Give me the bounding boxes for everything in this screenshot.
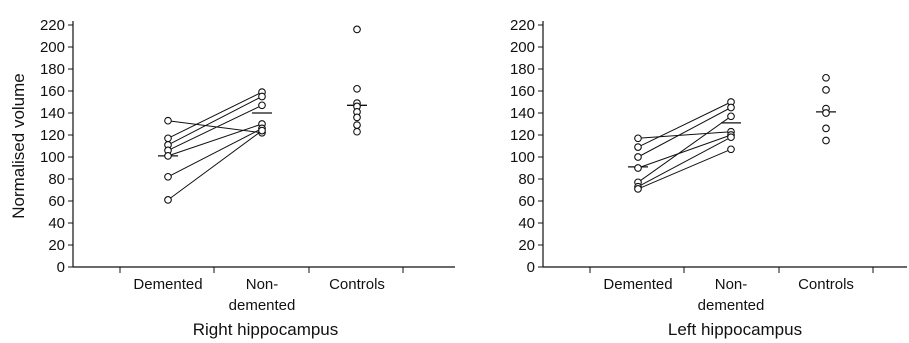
- right-category-label: Controls: [329, 276, 385, 293]
- right-y-tick-label: 60: [48, 193, 65, 210]
- right-point-control: [353, 121, 361, 129]
- left-pair-line: [637, 115, 732, 183]
- left-y-tick-label: 40: [518, 215, 535, 232]
- right-pair-line: [167, 130, 263, 201]
- left-point-control: [822, 136, 830, 145]
- left-pair-line: [637, 136, 732, 188]
- right-point-nondemented: [258, 101, 266, 110]
- left-y-tick-label: 0: [527, 259, 535, 276]
- left-y-tick-label: 140: [510, 105, 535, 122]
- right-point-demented: [164, 116, 172, 125]
- left-y-tick-label: 60: [518, 193, 535, 210]
- left-point-nondemented: [727, 112, 735, 121]
- left-pair-line: [637, 134, 732, 169]
- left-panel-title: Left hippocampus: [668, 320, 802, 339]
- left-pair-line: [637, 148, 732, 190]
- left-pair-line: [637, 101, 732, 148]
- left-category-label: Non-: [715, 276, 748, 293]
- right-point-control: [353, 127, 361, 136]
- right-y-axis-label: Normalised volume: [9, 73, 28, 219]
- left-point-control: [822, 86, 830, 94]
- right-pair-line: [167, 127, 263, 178]
- right-y-tick-label: 220: [40, 17, 65, 34]
- right-point-demented: [164, 172, 172, 181]
- right-panel-title: Right hippocampus: [193, 320, 339, 339]
- left-y-tick-label: 160: [510, 83, 535, 100]
- right-y-tick-label: 80: [48, 171, 65, 188]
- right-y-tick-label: 100: [40, 149, 65, 166]
- left-y-tick-label: 180: [510, 61, 535, 78]
- right-point-nondemented: [258, 92, 266, 101]
- right-y-tick-label: 160: [40, 83, 65, 100]
- right-point-demented: [164, 152, 172, 160]
- left-point-demented: [634, 153, 642, 161]
- left-category-label: Demented: [603, 276, 672, 293]
- left-point-nondemented: [727, 133, 735, 142]
- right-y-tick-label: 120: [40, 127, 65, 144]
- left-point-control: [822, 73, 830, 82]
- right-y-tick-label: 180: [40, 61, 65, 78]
- left-point-demented: [634, 134, 642, 143]
- left-point-nondemented: [727, 145, 735, 154]
- left-y-tick-label: 200: [510, 39, 535, 56]
- right-y-tick-label: 20: [48, 237, 65, 254]
- right-point-control: [353, 84, 361, 93]
- left-point-demented: [634, 164, 642, 172]
- left-point-demented: [634, 143, 642, 151]
- right-y-tick-label: 200: [40, 39, 65, 56]
- right-point-control: [353, 25, 361, 34]
- left-pair-line: [637, 131, 732, 139]
- left-point-demented: [634, 185, 642, 193]
- right-pair-line: [167, 123, 263, 157]
- right-point-demented: [164, 134, 172, 143]
- right-point-control: [353, 113, 361, 122]
- left-y-tick-label: 120: [510, 127, 535, 144]
- right-pair-line: [167, 104, 263, 151]
- right-pair-line: [167, 120, 263, 134]
- right-pair-line: [167, 91, 263, 139]
- right-y-tick-label: 40: [48, 215, 65, 232]
- left-category-label: Controls: [798, 276, 854, 293]
- left-y-tick-label: 20: [518, 237, 535, 254]
- right-y-tick-label: 0: [57, 259, 65, 276]
- left-point-nondemented: [727, 103, 735, 112]
- right-pair-line: [167, 96, 263, 146]
- left-y-tick-label: 80: [518, 171, 535, 188]
- left-point-control: [822, 124, 830, 133]
- right-category-label: demented: [229, 297, 296, 314]
- left-pair-line: [637, 107, 732, 158]
- right-category-label: Non-: [246, 276, 279, 293]
- right-category-label: Demented: [133, 276, 202, 293]
- left-point-control: [822, 109, 830, 117]
- left-y-tick-label: 100: [510, 149, 535, 166]
- right-y-tick-label: 140: [40, 105, 65, 122]
- left-category-label: demented: [698, 297, 765, 314]
- right-point-demented: [164, 196, 172, 204]
- left-y-tick-label: 220: [510, 17, 535, 34]
- right-point-nondemented: [258, 126, 266, 135]
